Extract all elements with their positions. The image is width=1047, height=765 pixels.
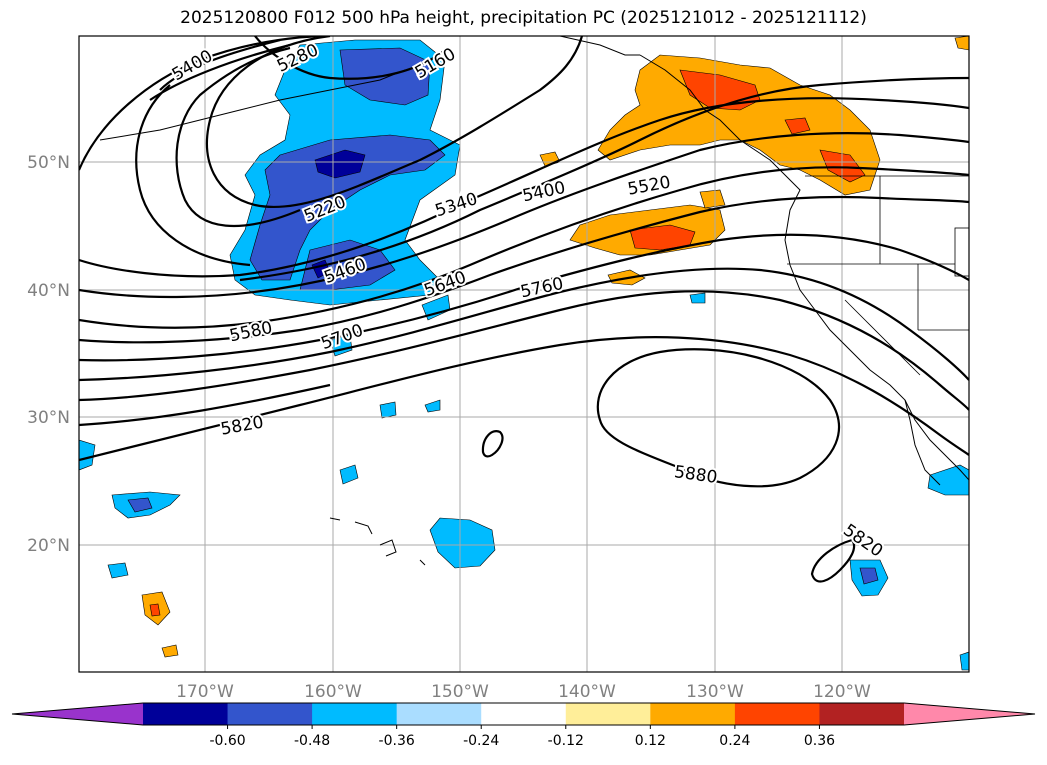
colorbar-segment: [312, 703, 398, 725]
contour-5640: [79, 195, 969, 344]
colorbar-extend-low: [12, 703, 143, 725]
lon-label-150w: 150°W: [431, 682, 489, 702]
height-contours: [79, 36, 969, 583]
pc-pos-small-5: [954, 36, 969, 51]
colorbar-tick-label: -0.12: [548, 733, 584, 749]
coastlines: [99, 36, 969, 566]
contour-5340: [135, 43, 291, 267]
contour-5160: [254, 36, 446, 80]
pc-neg-small-9: [424, 399, 441, 413]
colorbar-tick-label: -0.24: [463, 733, 499, 749]
pc-neg-small-1: [429, 517, 496, 569]
colorbar-segment: [481, 703, 567, 725]
contour-5880: [596, 348, 840, 488]
colorbar-tick-label: 0.24: [719, 733, 750, 749]
graticule: [79, 36, 969, 672]
pc-pos-small-4: [161, 644, 179, 658]
contour-5700: [79, 233, 969, 362]
colorbar-segment: [734, 703, 820, 725]
negative-pc-shading: [79, 39, 969, 671]
pc-neg-small-5: [79, 439, 96, 471]
colorbar-outline: [11, 702, 1036, 726]
latitude-labels: 50°N 40°N 30°N 20°N: [27, 153, 70, 556]
pc-neg-small-8: [379, 401, 397, 419]
contour-5820-small: [810, 538, 856, 583]
colorbar-tick-label: 0.36: [804, 733, 835, 749]
map-title: 2025120800 F012 500 hPa height, precipit…: [180, 8, 867, 28]
colorbar-tick-label: 0.12: [635, 733, 666, 749]
contour-5820-south: [79, 383, 331, 427]
colorbar-tick-label: -0.48: [294, 733, 330, 749]
political-borders: [787, 175, 969, 376]
pc-neg-small-13: [959, 651, 969, 671]
lat-label-50: 50°N: [27, 153, 70, 173]
pc-neg-small-4: [927, 464, 969, 496]
pc-neg-small-7: [339, 464, 359, 485]
contour-5520: [79, 132, 969, 299]
colorbar-segment: [227, 703, 313, 725]
pc-neg-strong: [314, 149, 366, 179]
pc-pos-small-6: [699, 189, 726, 209]
pc-pos-small-3b: [149, 603, 161, 617]
lat-label-20: 20°N: [27, 536, 70, 556]
aleutian-islands: [99, 69, 406, 141]
pc-neg-small-6: [107, 562, 129, 579]
pc-pos-northeast-core-3: [784, 117, 811, 135]
contour-5820-north: [79, 290, 969, 411]
north-american-coast: [639, 54, 969, 481]
pc-neg-small-12: [689, 292, 706, 304]
lon-label-170w: 170°W: [176, 682, 234, 702]
pc-neg-small-3b: [859, 567, 879, 585]
lat-label-40: 40°N: [27, 281, 70, 301]
contour-5850-south: [79, 336, 969, 462]
colorbar-segment: [143, 703, 229, 725]
pc-neg-small-2b: [127, 497, 153, 513]
lon-label-130w: 130°W: [686, 682, 744, 702]
colorbar-segment: [565, 703, 651, 725]
colorbar: -0.60 -0.48 -0.36 -0.24 -0.12 0.12 0.24 0.36: [11, 702, 1036, 749]
contour-5460: [79, 97, 969, 278]
contour-5220: [205, 36, 584, 209]
lon-label-160w: 160°W: [304, 682, 362, 702]
longitude-labels: 170°W 160°W 150°W 140°W 130°W 120°W: [176, 682, 871, 702]
colorbar-segment: [396, 703, 482, 725]
contour-5400: [79, 36, 969, 282]
contour-5280: [159, 38, 301, 228]
colorbar-tick-label: -0.36: [379, 733, 415, 749]
contour-5880-small: [481, 430, 504, 458]
colorbar-segment: [650, 703, 736, 725]
colorbar-extend-high: [904, 703, 1035, 725]
colorbar-tick-label: -0.60: [209, 733, 245, 749]
lon-label-140w: 140°W: [558, 682, 616, 702]
hawaiian-islands: [329, 517, 426, 566]
lat-label-30: 30°N: [27, 408, 70, 428]
contour-5580: [79, 166, 969, 329]
lon-label-120w: 120°W: [813, 682, 871, 702]
colorbar-segment: [819, 703, 905, 725]
map-frame: [78, 35, 970, 673]
contour-5760: [79, 267, 969, 382]
